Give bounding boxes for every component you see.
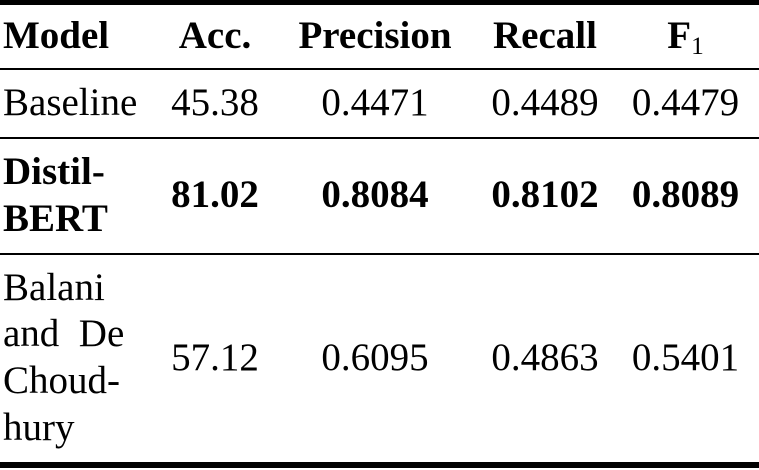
table-row-distilbert: Distil- BERT 81.02 0.8084 0.8102 0.8089 (0, 138, 759, 254)
table-row-baseline: Baseline 45.38 0.4471 0.4489 0.4479 (0, 69, 759, 139)
acc-cell: 45.38 (171, 81, 259, 125)
col-header-f1: F1 (612, 3, 759, 69)
recall-cell: 0.4863 (491, 335, 599, 379)
precision-cell: 0.6095 (321, 335, 429, 379)
col-header-recall: Recall (493, 14, 597, 57)
col-header-precision: Precision (298, 14, 452, 57)
col-header-acc: Acc. (178, 14, 252, 57)
acc-cell: 57.12 (171, 335, 259, 379)
precision-cell: 0.8084 (321, 173, 429, 217)
recall-cell: 0.4489 (491, 81, 599, 125)
f1-cell: 0.5401 (631, 335, 740, 379)
col-header-model: Model (3, 14, 110, 57)
table-row-balani: Balani and De Choud- hury 57.12 0.6095 0… (0, 254, 759, 465)
f1-subscript: 1 (691, 31, 704, 60)
acc-cell: 81.02 (171, 173, 259, 217)
model-cell: Balani and De Choud- hury (3, 265, 125, 450)
f1-cell: 0.8089 (631, 173, 740, 217)
precision-cell: 0.4471 (321, 81, 429, 125)
table-body: Baseline 45.38 0.4471 0.4489 0.4479 Dist… (0, 69, 759, 465)
model-cell: Baseline (3, 81, 138, 125)
table-header: Model Acc. Precision Recall F1 (0, 3, 759, 69)
model-cell: Distil- BERT (3, 150, 108, 240)
f1-label: F (667, 14, 692, 57)
f1-cell: 0.4479 (631, 81, 740, 125)
recall-cell: 0.8102 (491, 173, 599, 217)
header-row: Model Acc. Precision Recall F1 (0, 3, 759, 69)
